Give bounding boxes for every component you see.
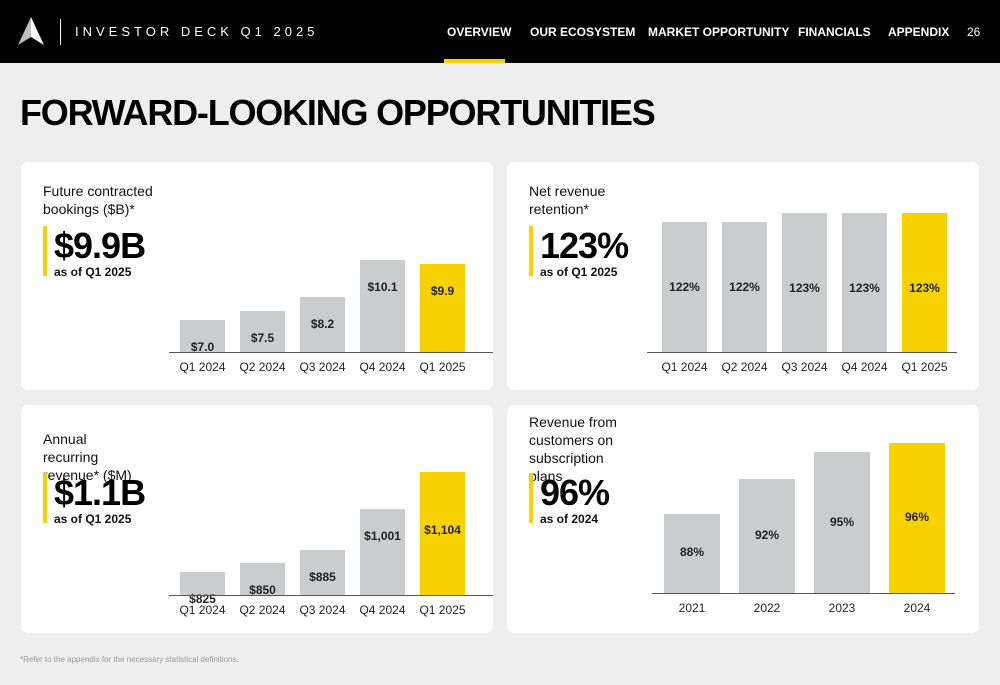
- x-tick-label: Q2 2024: [721, 360, 768, 374]
- arr-bar-chart: $825 Q1 2024 $850 Q2 2024 $885 Q3 2024 $1,001 Q…: [21, 405, 493, 633]
- card-label: Revenue from customers on subscription p…: [529, 414, 617, 484]
- kpi-value: 96%: [540, 472, 610, 513]
- x-tick-label: Q1 2024: [179, 603, 226, 617]
- bar-value-label: 123%: [909, 281, 940, 296]
- bar-q2-2024: [240, 310, 285, 352]
- x-tick-label: Q4 2024: [359, 360, 406, 374]
- x-tick-label: Q4 2024: [841, 360, 888, 374]
- x-tick-label: Q2 2024: [239, 603, 286, 617]
- card-net-revenue-retention: Net revenue retention* 123% as of Q1 202…: [507, 162, 979, 390]
- card-subscription-revenue: Revenue from customers on subscription p…: [507, 405, 979, 633]
- bar-q1-2024: [662, 222, 707, 352]
- card-annual-recurring-revenue: Annual recurring revenue* ($M) $1.1B as …: [21, 405, 493, 633]
- footnote: *Refer to the appendix for the necessary…: [20, 655, 239, 664]
- bar-value-label: 122%: [669, 280, 700, 295]
- bar-value-label: $850: [249, 582, 276, 597]
- x-axis-line: [169, 595, 493, 596]
- bar-value-label: 96%: [904, 510, 930, 525]
- kpi-subtext: as of Q1 2025: [54, 265, 132, 279]
- bar-value-label: $7.5: [250, 330, 275, 345]
- x-tick-label: Q1 2025: [901, 360, 948, 374]
- x-tick-label: 2021: [678, 601, 706, 615]
- bookings-bar-chart: $7.0 Q1 2024 $7.5 Q2 2024 $8.2 Q3 2024 $10.1 Q4…: [21, 162, 493, 390]
- x-tick-label: 2022: [753, 601, 781, 615]
- nav-market-opportunity[interactable]: MARKET OPPORTUNITY: [648, 25, 790, 39]
- bar-q1-2025: [420, 472, 465, 595]
- x-axis-line: [169, 352, 493, 353]
- bar-value-label: 95%: [829, 514, 855, 529]
- x-axis-line: [647, 352, 957, 353]
- bar-value-label: $7.0: [190, 340, 215, 355]
- bar-q1-2024: [180, 320, 225, 352]
- bar-q1-2025: [902, 213, 947, 352]
- kpi-accent-bar: [43, 226, 47, 276]
- kpi-value: $1.1B: [54, 472, 146, 513]
- bar-value-label: $9.9: [430, 284, 455, 299]
- nav-our-ecosystem[interactable]: OUR ECOSYSTEM: [530, 25, 636, 39]
- x-tick-label: Q1 2025: [419, 603, 466, 617]
- card-label: Annual recurring revenue* ($M): [43, 431, 132, 483]
- bar-value-label: $885: [309, 570, 336, 585]
- kpi-subtext: as of 2024: [540, 512, 599, 526]
- bar-q1-2024: [180, 571, 225, 595]
- kpi-value: $9.9B: [54, 225, 146, 266]
- bar-q4-2024: [360, 260, 405, 352]
- x-tick-label: 2024: [903, 601, 931, 615]
- x-tick-label: Q1 2024: [179, 360, 226, 374]
- kpi-subtext: as of Q1 2025: [54, 512, 132, 526]
- bar-value-label: 92%: [754, 527, 780, 542]
- x-tick-label: Q3 2024: [299, 603, 346, 617]
- bar-q4-2024: [842, 213, 887, 352]
- nav-overview[interactable]: OVERVIEW: [447, 25, 512, 39]
- kpi-accent-bar: [529, 226, 533, 276]
- bar-value-label: 123%: [789, 281, 820, 296]
- bar-value-label: 122%: [729, 280, 760, 295]
- bar-q3-2024: [782, 213, 827, 352]
- bar-q4-2024: [360, 508, 405, 595]
- deck-title: INVESTOR DECK Q1 2025: [75, 24, 319, 39]
- bar-q3-2024: [300, 296, 345, 352]
- bar-q3-2024: [300, 550, 345, 595]
- card-label: Net revenue retention*: [529, 183, 606, 217]
- x-tick-label: Q3 2024: [299, 360, 346, 374]
- kpi-accent-bar: [43, 473, 47, 523]
- bar-2023: [814, 452, 870, 593]
- bar-value-label: 123%: [849, 281, 880, 296]
- kpi-accent-bar: [529, 473, 533, 523]
- bar-value-label: $1,104: [424, 523, 461, 537]
- bar-q2-2024: [240, 562, 285, 595]
- x-tick-label: Q4 2024: [359, 603, 406, 617]
- x-tick-label: Q1 2025: [419, 360, 466, 374]
- nav-financials[interactable]: FINANCIALS: [798, 25, 871, 39]
- header-divider: [60, 19, 61, 45]
- bar-value-label: $10.1: [367, 280, 398, 295]
- bar-value-label: $8.2: [310, 316, 335, 331]
- x-tick-label: Q3 2024: [781, 360, 828, 374]
- card-future-contracted-bookings: Future contracted bookings ($B)* $9.9B a…: [21, 162, 493, 390]
- kpi-value: 123%: [540, 225, 629, 266]
- x-tick-label: 2023: [828, 601, 856, 615]
- x-tick-label: Q1 2024: [661, 360, 708, 374]
- x-tick-label: Q2 2024: [239, 360, 286, 374]
- bar-q1-2025: [420, 264, 465, 352]
- retention-bar-chart: 122% Q1 2024 122% Q2 2024 123% Q3 2024 123% Q4 …: [507, 162, 979, 390]
- card-label: Future contracted bookings ($B)*: [43, 183, 153, 217]
- active-nav-indicator: [444, 59, 505, 63]
- nav-appendix[interactable]: APPENDIX: [888, 25, 950, 39]
- bar-2022: [739, 478, 795, 593]
- company-logo-icon: [18, 17, 44, 45]
- bar-2024: [889, 443, 945, 593]
- bar-value-label: $1,001: [364, 528, 401, 543]
- page-title: FORWARD-LOOKING OPPORTUNITIES: [20, 92, 656, 133]
- bar-2021: [664, 513, 720, 593]
- kpi-subtext: as of Q1 2025: [540, 265, 618, 279]
- bar-q2-2024: [722, 222, 767, 352]
- page-number: 26: [967, 25, 981, 39]
- bar-value-label: 88%: [679, 545, 705, 560]
- x-axis-line: [652, 593, 955, 594]
- top-nav-bar: INVESTOR DECK Q1 2025 OVERVIEW OUR ECOSY…: [0, 0, 1000, 63]
- subscription-bar-chart: 88% 2021 92% 2022 95% 2023 96% 2024: [507, 405, 979, 633]
